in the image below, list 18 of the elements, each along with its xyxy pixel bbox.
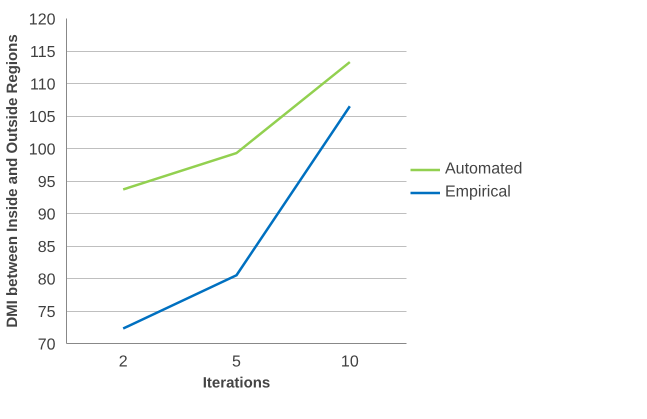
y-tick-label: 120 [28, 12, 56, 28]
y-tick-label: 80 [38, 272, 56, 288]
y-tick-label: 70 [38, 336, 56, 354]
x-axis-title: Iterations [202, 374, 270, 392]
y-axis-title: DMI between Inside and Outside Regions [4, 34, 21, 328]
legend-label: Automated [445, 160, 522, 178]
y-tick-label: 85 [38, 239, 56, 256]
y-tick-label: 90 [38, 206, 56, 224]
y-tick-label: 75 [38, 304, 56, 321]
x-tick-label: 5 [232, 354, 242, 370]
legend-label: Empirical [445, 183, 511, 201]
y-tick-label: 115 [30, 44, 56, 61]
y-tick-label: 105 [28, 109, 56, 126]
x-tick-label: 10 [340, 354, 359, 370]
x-tick-label: 2 [118, 354, 128, 370]
y-tick-label: 100 [28, 142, 56, 158]
y-tick-label: 95 [38, 174, 56, 191]
y-tick-label: 110 [30, 76, 56, 94]
